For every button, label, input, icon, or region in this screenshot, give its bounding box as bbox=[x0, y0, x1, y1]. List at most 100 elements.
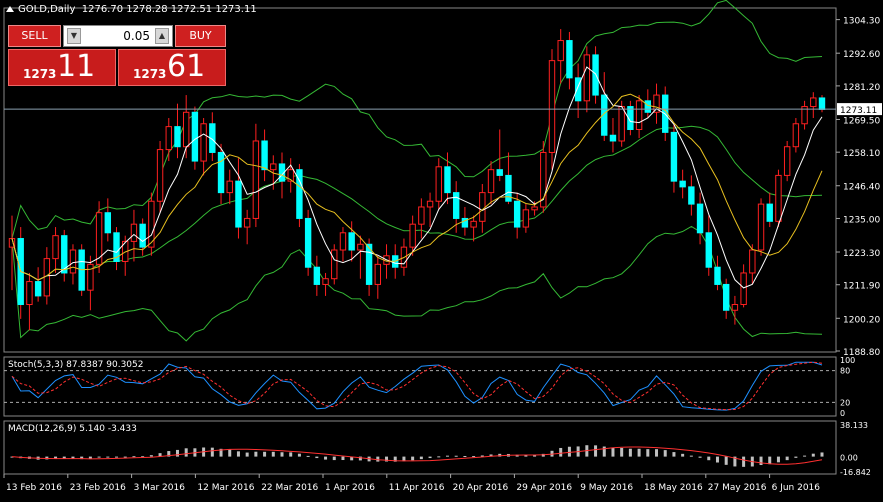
candle-body[interactable] bbox=[130, 223, 138, 242]
macd-histogram-bar bbox=[759, 456, 763, 466]
candle-body[interactable] bbox=[653, 94, 660, 113]
candle-body[interactable] bbox=[34, 281, 42, 297]
candle-body[interactable] bbox=[470, 220, 477, 228]
candle-body[interactable] bbox=[200, 123, 207, 162]
candle-body[interactable] bbox=[618, 106, 625, 142]
candle-body[interactable] bbox=[87, 263, 94, 291]
candle-body[interactable] bbox=[635, 100, 643, 131]
candle-body[interactable] bbox=[61, 235, 68, 274]
candle-body[interactable] bbox=[461, 217, 469, 228]
candle-body[interactable] bbox=[740, 272, 747, 306]
candle-body[interactable] bbox=[104, 212, 112, 234]
candle-body[interactable] bbox=[548, 60, 556, 153]
candle-body[interactable] bbox=[452, 192, 460, 219]
candle-body[interactable] bbox=[139, 223, 146, 248]
candle-body[interactable] bbox=[540, 151, 547, 208]
candle-body[interactable] bbox=[644, 100, 652, 113]
candle-body[interactable] bbox=[522, 209, 530, 228]
candle-body[interactable] bbox=[26, 281, 33, 306]
candle-body[interactable] bbox=[409, 223, 416, 248]
candle-body[interactable] bbox=[278, 163, 286, 182]
candle-body[interactable] bbox=[261, 140, 268, 171]
macd-histogram-bar bbox=[97, 456, 101, 458]
candle-body[interactable] bbox=[583, 54, 591, 102]
candle-body[interactable] bbox=[609, 134, 617, 142]
candle-body[interactable] bbox=[688, 186, 695, 205]
candle-body[interactable] bbox=[52, 235, 59, 260]
candle-body[interactable] bbox=[296, 169, 303, 219]
candle-body[interactable] bbox=[783, 146, 791, 176]
buy-price-box[interactable]: 1273 61 bbox=[118, 49, 226, 86]
candle-body[interactable] bbox=[496, 169, 503, 176]
candle-body[interactable] bbox=[505, 174, 512, 202]
candle-body[interactable] bbox=[679, 180, 686, 188]
candle-body[interactable] bbox=[365, 243, 373, 285]
candle-body[interactable] bbox=[226, 180, 233, 194]
candle-body[interactable] bbox=[348, 232, 355, 251]
candle-body[interactable] bbox=[627, 106, 634, 131]
lot-decrease-icon[interactable]: ▼ bbox=[67, 28, 81, 44]
candle-body[interactable] bbox=[557, 40, 564, 62]
candle-body[interactable] bbox=[252, 140, 260, 219]
candle-body[interactable] bbox=[435, 166, 442, 202]
candle-body[interactable] bbox=[818, 97, 826, 110]
candle-body[interactable] bbox=[444, 166, 451, 194]
buy-button[interactable]: BUY bbox=[175, 25, 226, 47]
candle-body[interactable] bbox=[757, 203, 765, 251]
candle-body[interactable] bbox=[731, 304, 739, 311]
candle-body[interactable] bbox=[235, 180, 242, 228]
candle-body[interactable] bbox=[95, 212, 103, 265]
candle-body[interactable] bbox=[331, 249, 338, 280]
price-axis-label: 1304.30 bbox=[843, 17, 880, 27]
candle-body[interactable] bbox=[156, 149, 164, 202]
candle-body[interactable] bbox=[722, 283, 730, 311]
candle-body[interactable] bbox=[775, 174, 782, 222]
lot-size-value[interactable]: 0.05 bbox=[123, 29, 150, 43]
candle-body[interactable] bbox=[339, 232, 347, 251]
macd-histogram-bar bbox=[541, 453, 545, 457]
candle-body[interactable] bbox=[705, 232, 712, 268]
price-axis-label: 1235.00 bbox=[843, 215, 880, 225]
candle-body[interactable] bbox=[601, 94, 608, 136]
lot-increase-icon[interactable]: ▲ bbox=[155, 28, 169, 44]
lot-size-field[interactable]: ▼ 0.05 ▲ bbox=[63, 25, 173, 47]
candle-body[interactable] bbox=[696, 203, 704, 234]
candle-body[interactable] bbox=[165, 126, 172, 151]
candle-body[interactable] bbox=[749, 249, 756, 274]
candle-body[interactable] bbox=[243, 217, 251, 228]
candle-body[interactable] bbox=[69, 249, 77, 274]
candle-body[interactable] bbox=[479, 192, 486, 222]
candle-body[interactable] bbox=[357, 243, 364, 251]
candle-body[interactable] bbox=[174, 126, 181, 148]
candle-body[interactable] bbox=[513, 200, 521, 228]
candle-body[interactable] bbox=[574, 77, 582, 102]
candle-body[interactable] bbox=[270, 163, 277, 171]
candle-body[interactable] bbox=[322, 278, 329, 285]
candle-body[interactable] bbox=[191, 111, 199, 162]
time-axis-label: 9 May 2016 bbox=[580, 483, 633, 493]
candle-body[interactable] bbox=[801, 106, 808, 125]
candle-body[interactable] bbox=[670, 131, 678, 182]
candle-body[interactable] bbox=[287, 169, 294, 182]
collapse-triangle-icon[interactable] bbox=[6, 6, 14, 12]
candle-body[interactable] bbox=[531, 206, 538, 211]
candle-body[interactable] bbox=[426, 200, 434, 208]
candle-body[interactable] bbox=[487, 169, 495, 194]
candle-body[interactable] bbox=[313, 266, 321, 285]
sell-button[interactable]: SELL bbox=[8, 25, 61, 47]
candle-body[interactable] bbox=[810, 97, 817, 108]
sell-price-box[interactable]: 1273 11 bbox=[8, 49, 116, 86]
candle-body[interactable] bbox=[766, 203, 773, 222]
candle-body[interactable] bbox=[566, 40, 573, 79]
candle-body[interactable] bbox=[714, 266, 721, 285]
candle-body[interactable] bbox=[113, 232, 120, 262]
candle-body[interactable] bbox=[418, 206, 425, 225]
candle-body[interactable] bbox=[304, 217, 312, 268]
candle-body[interactable] bbox=[148, 200, 155, 248]
candle-body[interactable] bbox=[374, 263, 382, 285]
candle-body[interactable] bbox=[792, 123, 800, 148]
candle-body[interactable] bbox=[182, 111, 190, 148]
candle-body[interactable] bbox=[217, 151, 225, 194]
